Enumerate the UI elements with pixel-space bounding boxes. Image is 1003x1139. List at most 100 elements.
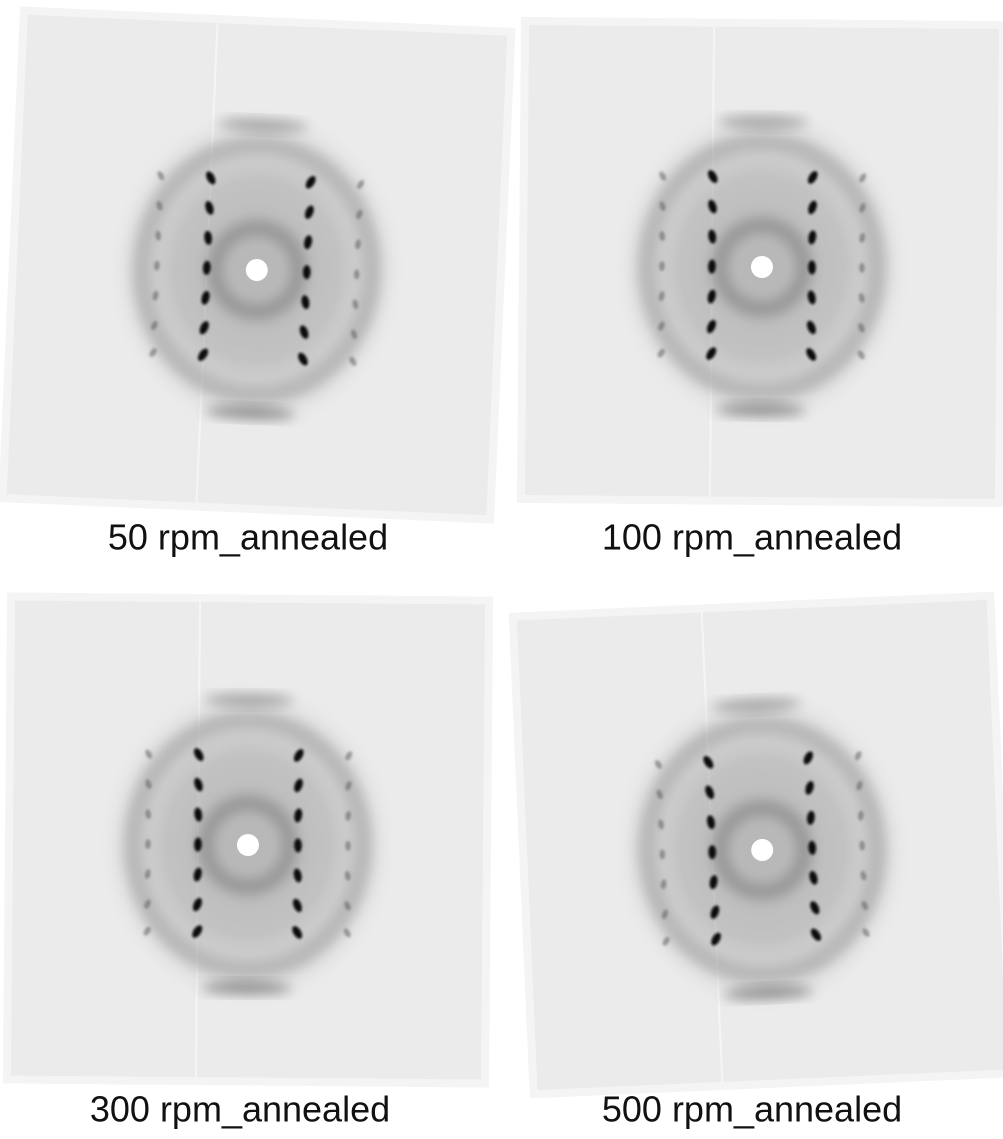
bragg-spot [349, 356, 357, 366]
bragg-spot [810, 901, 820, 915]
bragg-spot [156, 200, 163, 211]
bragg-spot [809, 870, 818, 885]
bragg-spot [859, 173, 867, 183]
bragg-spot [706, 347, 717, 360]
bragg-spot [708, 229, 717, 244]
bragg-spot [860, 870, 867, 881]
top-arc [218, 118, 309, 132]
bragg-spot [656, 789, 663, 800]
bragg-spot [806, 320, 816, 335]
bragg-spot [145, 809, 152, 820]
bottom-arc [723, 986, 814, 1000]
bragg-spot [805, 781, 814, 795]
bragg-spot [194, 807, 203, 822]
beam-stop [236, 833, 259, 856]
bragg-spot [299, 325, 309, 339]
bragg-spot [857, 350, 865, 360]
bragg-spot [344, 870, 351, 881]
diffraction-image [0, 6, 516, 524]
bragg-spot [803, 751, 813, 765]
bragg-spot [810, 928, 822, 941]
bragg-spot [293, 749, 304, 762]
bragg-spot [301, 295, 310, 310]
bragg-spot [343, 928, 351, 938]
bragg-spot [194, 837, 202, 852]
bragg-spot [859, 232, 866, 243]
bragg-spot [192, 897, 202, 912]
outer-ring [638, 716, 887, 984]
top-arc [710, 698, 801, 712]
inner-ring [712, 799, 813, 900]
bragg-spot [304, 235, 313, 250]
bragg-spot [658, 819, 664, 830]
outer-ring [132, 136, 381, 404]
outer-ring [637, 133, 886, 401]
bragg-spot [708, 845, 717, 860]
bragg-spot [808, 840, 817, 855]
beam-stop [750, 255, 773, 278]
beam-stop [751, 838, 774, 861]
bragg-spot [708, 259, 716, 274]
bragg-spot [705, 785, 715, 799]
bragg-spot [157, 171, 165, 181]
panel-caption: 500 rpm_annealed [602, 1089, 902, 1130]
bragg-spot [305, 175, 316, 189]
bragg-spot [659, 171, 667, 181]
bragg-spot [808, 200, 817, 215]
bragg-spot [706, 319, 716, 334]
bragg-spot [858, 323, 865, 333]
bragg-spot [858, 292, 865, 303]
bragg-spot [659, 231, 666, 242]
bragg-spot [294, 808, 303, 823]
bragg-spot [709, 875, 718, 890]
bottom-arc [201, 981, 292, 995]
bragg-spot [144, 869, 151, 880]
bragg-spot [302, 265, 311, 280]
bragg-spot [345, 810, 352, 821]
bragg-spot [292, 898, 302, 913]
bragg-spot [145, 749, 153, 759]
bragg-spot [807, 290, 816, 305]
bragg-spot [350, 329, 358, 340]
bragg-spot [707, 170, 718, 183]
bragg-spot [654, 759, 662, 769]
bragg-spot [154, 260, 160, 271]
bragg-spot [294, 838, 302, 853]
bragg-spot [710, 905, 720, 919]
bragg-spot [861, 900, 869, 911]
bragg-spot [357, 179, 365, 189]
top-arc [204, 693, 295, 707]
bragg-spot [149, 348, 157, 357]
bragg-spot [659, 201, 666, 211]
bragg-spot [662, 936, 670, 946]
bragg-spot [150, 320, 158, 331]
bragg-spot [352, 299, 359, 310]
diffraction-image [516, 16, 1003, 508]
bragg-spot [808, 230, 817, 245]
bragg-spot [703, 755, 714, 769]
panel-caption: 100 rpm_annealed [602, 517, 902, 558]
bragg-spot [345, 840, 351, 851]
bragg-spot [202, 260, 211, 275]
bragg-spot [144, 899, 151, 909]
bragg-spot [658, 321, 665, 331]
top-arc [718, 115, 809, 129]
bragg-spot [711, 932, 721, 946]
bragg-spot [658, 291, 665, 302]
bragg-spot [356, 209, 363, 220]
inner-ring [711, 216, 812, 317]
bragg-spot [292, 926, 303, 939]
bragg-spot [344, 901, 351, 911]
bragg-spot [197, 348, 209, 361]
inner-ring [206, 219, 307, 320]
bragg-spot [155, 230, 161, 241]
bragg-spot [862, 928, 870, 937]
bragg-spot [707, 289, 716, 304]
bragg-spot [204, 230, 213, 245]
bragg-spot [201, 290, 210, 305]
bragg-spot [145, 779, 152, 789]
outer-ring [123, 711, 372, 979]
bragg-spot [858, 810, 864, 821]
